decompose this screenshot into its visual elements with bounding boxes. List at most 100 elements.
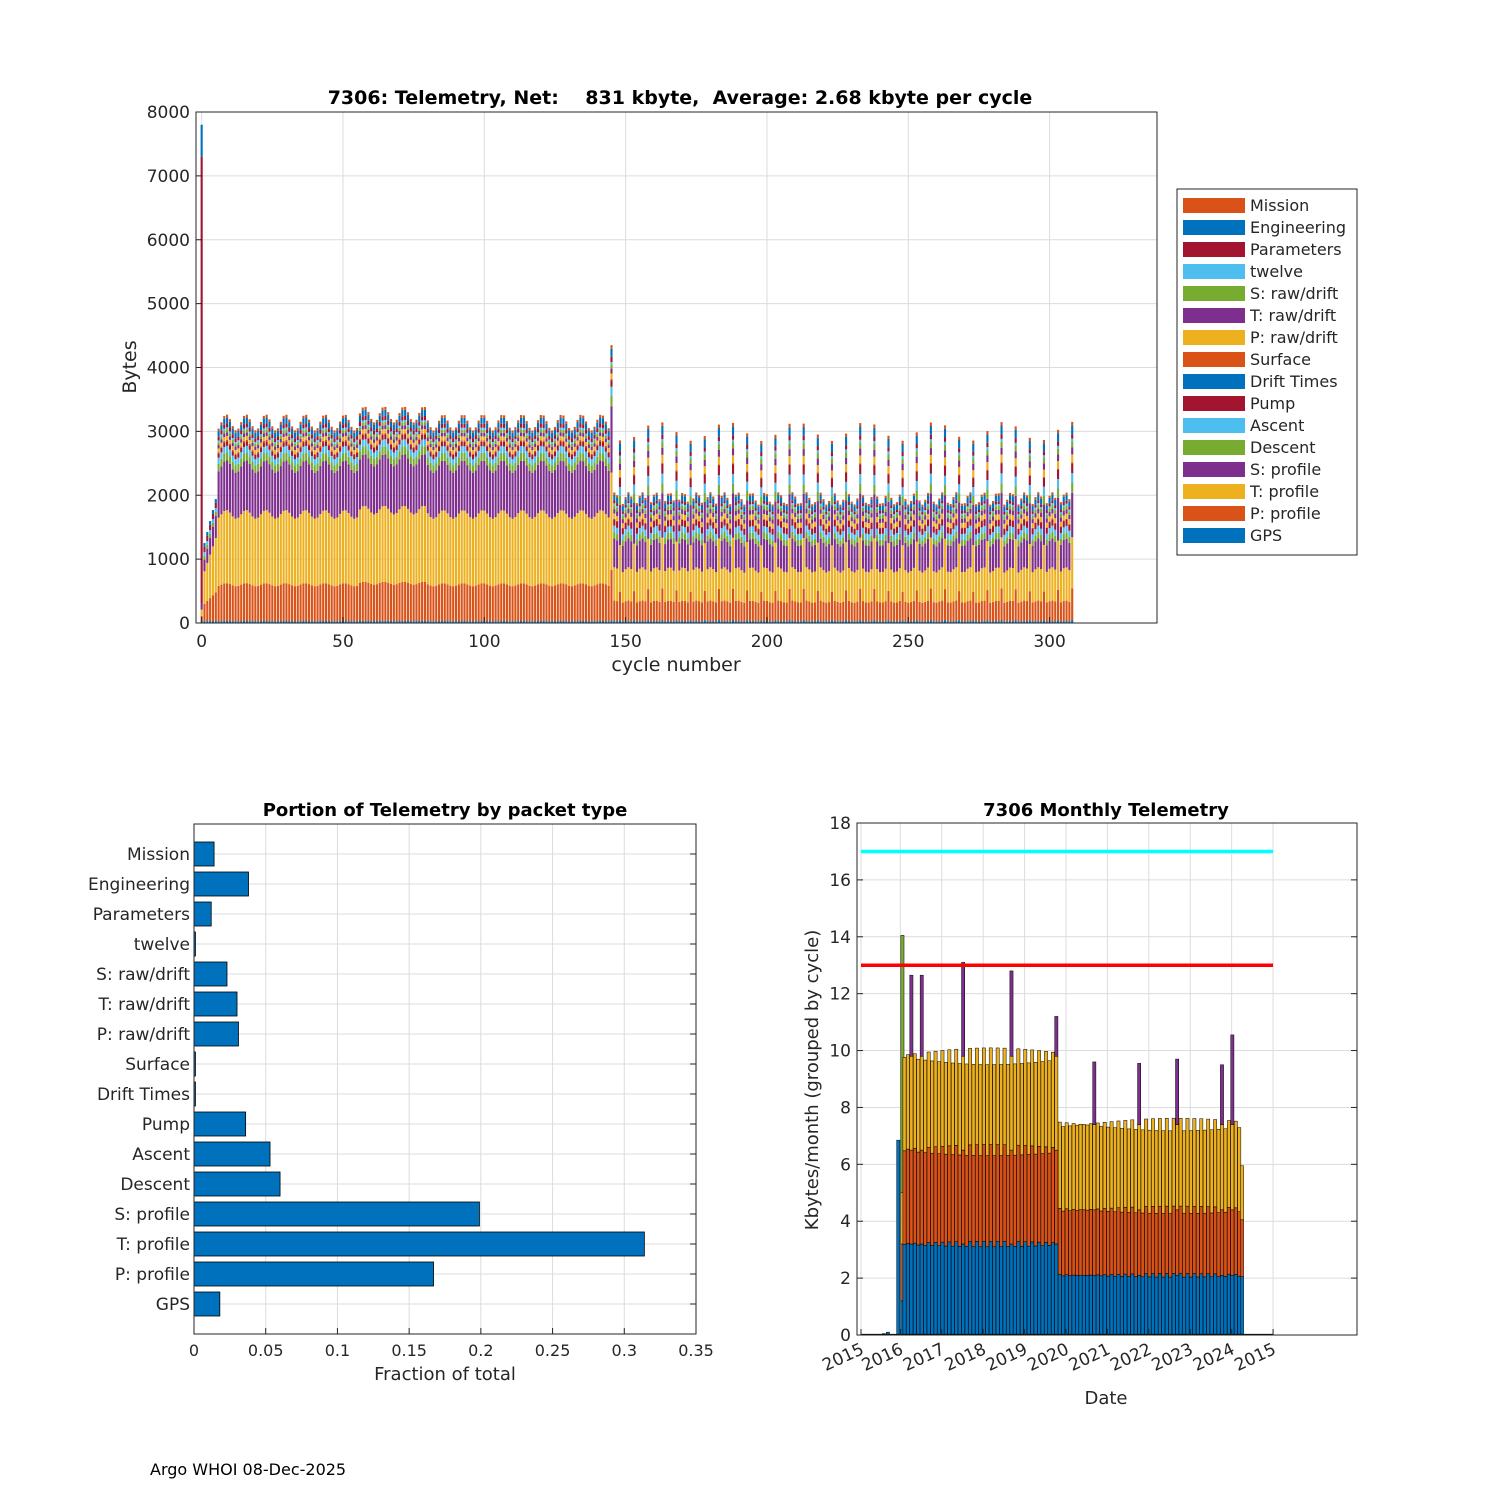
chart1-bar-segment: [828, 544, 831, 571]
chart1-bar-segment: [731, 463, 735, 465]
chart1-bar-segment: [952, 522, 955, 530]
chart1-bar-segment: [1057, 448, 1060, 455]
chart1-bar-segment: [647, 466, 650, 476]
chart1-bar-segment: [698, 520, 701, 522]
chart1-bar-segment: [635, 522, 638, 528]
chart1-bar-segment: [929, 588, 932, 621]
chart1-bar-segment: [339, 438, 342, 443]
chart1-bar-segment: [715, 503, 718, 506]
chart1-bar-segment: [514, 585, 517, 622]
chart1-bar-segment: [336, 585, 339, 622]
chart1-bar-segment: [828, 520, 831, 526]
chart1-bar-segment: [432, 442, 435, 444]
chart1-bar-segment: [1051, 518, 1054, 520]
chart1-bar-segment: [963, 527, 966, 528]
chart1-bar-segment: [861, 495, 865, 498]
chart1-bar-segment: [924, 601, 927, 622]
chart1-bar-segment: [291, 438, 294, 441]
chart1-bar-segment: [768, 532, 771, 539]
chart1-bar-segment: [661, 473, 664, 484]
chart1-bar-segment: [1045, 505, 1048, 511]
chart1-bar-segment: [813, 504, 817, 510]
chart1-bar-segment: [231, 426, 234, 429]
chart1-bar-segment: [519, 423, 523, 428]
chart1-bar-segment: [1054, 621, 1057, 623]
chart1-bar-segment: [268, 433, 271, 437]
chart1-bar-segment: [907, 546, 910, 573]
chart1-bar-segment: [480, 417, 483, 424]
chart1-bar-segment: [621, 513, 624, 516]
chart1-bar-segment: [813, 514, 817, 518]
chart1-bar-segment: [955, 492, 958, 495]
chart1-bar-segment: [446, 423, 449, 429]
chart1-bar-segment: [522, 415, 525, 419]
chart1-bar-segment: [811, 515, 814, 520]
chart1-bar-segment: [932, 538, 935, 545]
chart1-bar-segment: [613, 503, 616, 506]
chart3-bar-segment: [1006, 1155, 1010, 1247]
chart1-bar-segment: [367, 458, 370, 509]
chart1-bar-segment: [867, 523, 870, 528]
chart1-bar-segment: [763, 503, 766, 506]
chart1-bar-segment: [477, 584, 480, 622]
chart3-bar-segment: [912, 1148, 917, 1244]
chart1-bar-segment: [517, 513, 520, 585]
chart1-bar-segment: [412, 458, 415, 467]
chart1-bar-segment: [483, 510, 486, 584]
chart1-bar-segment: [471, 621, 475, 623]
chart1-bar-segment: [836, 531, 839, 538]
chart1-bar-segment: [576, 428, 579, 433]
chart1-bar-segment: [664, 512, 667, 517]
chart1-bar-segment: [977, 621, 980, 623]
chart1-bar-segment: [748, 532, 752, 540]
chart1-bar-segment: [274, 432, 277, 439]
chart1-bar-segment: [274, 454, 277, 460]
chart1-bar-segment: [720, 621, 723, 623]
chart1-bar-segment: [943, 589, 947, 621]
chart1-bar-segment: [830, 452, 834, 457]
chart1-bar-segment: [658, 542, 661, 571]
chart1-bar-segment: [972, 440, 975, 444]
chart1-bar-segment: [361, 433, 364, 435]
chart3-bar-segment: [1023, 1145, 1028, 1242]
chart1-bar-segment: [661, 537, 664, 589]
chart1-bar-segment: [568, 517, 571, 586]
chart1-bar-segment: [412, 422, 415, 425]
chart1-bar-segment: [514, 440, 517, 444]
chart1-bar-segment: [350, 446, 353, 451]
chart1-bar-segment: [861, 515, 865, 521]
chart1-bar-segment: [650, 514, 653, 518]
chart1-bar-segment: [454, 452, 458, 457]
chart1-bar-segment: [1071, 454, 1074, 463]
chart1-bar-segment: [924, 537, 927, 544]
chart1-bar-segment: [949, 527, 952, 529]
chart3-bar-segment: [975, 1144, 979, 1242]
chart3-bar-segment: [1044, 1146, 1048, 1243]
chart1-bar-segment: [324, 583, 328, 622]
chart1-bar-segment: [898, 502, 901, 506]
chart1-bar-segment: [955, 505, 958, 509]
chart1-bar-segment: [1057, 441, 1060, 446]
chart1-bar-segment: [307, 431, 311, 434]
chart1-bar-segment: [384, 439, 387, 447]
chart1-bar-segment: [1057, 445, 1060, 449]
chart1-bar-segment: [997, 501, 1000, 505]
chart1-bar-segment: [664, 538, 667, 545]
chart1-bar-segment: [429, 585, 432, 622]
chart1-bar-segment: [816, 453, 819, 459]
chart1-bar-segment: [853, 572, 856, 603]
chart1-bar-segment: [729, 504, 732, 507]
chart1-bar-segment: [322, 430, 325, 434]
chart1-bar-segment: [570, 438, 573, 443]
chart1-bar-segment: [469, 462, 472, 471]
chart1-bar-segment: [785, 602, 788, 622]
chart1-bar-segment: [638, 512, 641, 517]
chart1-bar-segment: [1017, 602, 1020, 622]
chart1-bar-segment: [228, 431, 231, 434]
chart1-bar-segment: [921, 540, 924, 547]
chart1-bar-segment: [350, 585, 353, 622]
chart1-bar-segment: [440, 440, 443, 442]
chart1-bar-segment: [700, 602, 703, 622]
chart1-bar-segment: [813, 517, 817, 522]
chart1-bar-segment: [765, 496, 769, 503]
